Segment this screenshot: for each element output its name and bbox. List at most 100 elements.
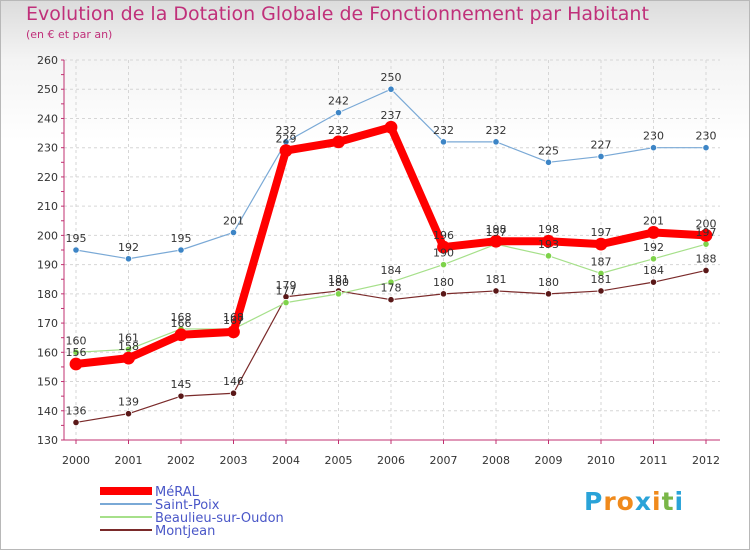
y-tick-label: 140: [37, 405, 58, 418]
logo-letter: x: [634, 487, 652, 516]
data-point-saint-poix: [544, 158, 553, 166]
data-point-saint-poix: [177, 246, 185, 254]
data-point-m-ral: [69, 357, 83, 371]
data-label-montjean: 179: [276, 279, 297, 292]
data-point-m-ral: [332, 135, 345, 149]
data-point-montjean: [492, 287, 500, 295]
data-point-saint-poix: [597, 152, 605, 161]
logo-letter: i: [674, 487, 685, 516]
y-tick-label: 160: [37, 346, 58, 359]
x-tick-label: 2003: [220, 454, 248, 467]
data-label-m-ral: 237: [381, 109, 402, 122]
series-lines: [69, 85, 713, 427]
data-label-montjean: 180: [433, 276, 454, 289]
data-label-m-ral: 167: [223, 314, 244, 327]
data-label-m-ral: 229: [276, 133, 297, 146]
logo-letter: r: [603, 487, 617, 516]
data-label-saint-poix: 192: [118, 241, 139, 254]
data-point-montjean: [177, 392, 185, 400]
data-point-saint-poix: [334, 109, 343, 117]
data-point-saint-poix: [702, 144, 710, 152]
data-label-beaulieu-sur-oudon: 180: [328, 276, 349, 289]
x-tick-label: 2010: [587, 454, 615, 467]
y-tick-label: 260: [37, 54, 58, 67]
data-point-m-ral: [437, 240, 450, 254]
proxiti-logo: Proxiti: [584, 487, 684, 516]
y-tick-label: 240: [37, 112, 58, 125]
data-label-saint-poix: 195: [171, 232, 192, 245]
data-label-montjean: 181: [486, 273, 507, 286]
legend-label-beaulieu-sur-oudon: Beaulieu-sur-Oudon: [155, 511, 284, 526]
data-label-m-ral: 198: [538, 223, 559, 236]
x-tick-label: 2006: [377, 454, 405, 467]
data-label-m-ral: 200: [696, 217, 717, 230]
data-label-beaulieu-sur-oudon: 168: [171, 311, 192, 324]
data-point-beaulieu-sur-oudon: [387, 278, 395, 286]
y-tick-label: 130: [37, 434, 58, 447]
data-point-saint-poix: [387, 85, 395, 93]
data-point-m-ral: [594, 237, 608, 251]
data-point-beaulieu-sur-oudon: [597, 269, 605, 277]
y-tick-label: 150: [37, 376, 58, 389]
axes: [61, 59, 720, 444]
data-label-saint-poix: 195: [66, 232, 87, 245]
data-label-saint-poix: 201: [223, 214, 244, 227]
data-point-beaulieu-sur-oudon: [334, 290, 343, 298]
data-label-saint-poix: 232: [276, 124, 297, 137]
data-label-beaulieu-sur-oudon: 197: [696, 226, 717, 239]
data-label-montjean: 146: [223, 375, 244, 388]
data-point-m-ral: [174, 328, 188, 342]
data-point-m-ral: [279, 144, 293, 158]
data-label-m-ral: 156: [66, 346, 87, 359]
data-label-saint-poix: 227: [591, 138, 612, 151]
data-point-montjean: [544, 290, 553, 298]
legend-label-montjean: Montjean: [155, 524, 215, 539]
x-tick-label: 2008: [482, 454, 510, 467]
data-label-beaulieu-sur-oudon: 184: [381, 264, 402, 277]
data-point-beaulieu-sur-oudon: [72, 348, 80, 356]
data-point-beaulieu-sur-oudon: [439, 261, 448, 269]
x-tick-label: 2002: [167, 454, 195, 467]
data-point-m-ral: [542, 234, 555, 248]
x-tick-label: 2011: [640, 454, 668, 467]
data-point-m-ral: [122, 351, 135, 365]
data-label-saint-poix: 230: [643, 130, 664, 143]
data-label-beaulieu-sur-oudon: 187: [591, 255, 612, 268]
y-tick-label: 190: [37, 259, 58, 272]
data-label-montjean: 180: [538, 276, 559, 289]
data-label-m-ral: 158: [118, 340, 139, 353]
data-point-saint-poix: [439, 138, 448, 146]
data-point-saint-poix: [492, 138, 500, 146]
data-point-montjean: [597, 287, 605, 295]
data-point-m-ral: [384, 120, 398, 134]
x-tick-label: 2007: [430, 454, 458, 467]
data-label-m-ral: 196: [433, 229, 454, 242]
x-tick-label: 2005: [325, 454, 353, 467]
chart-subtitle: (en € et par an): [26, 28, 113, 41]
data-label-saint-poix: 230: [696, 130, 717, 143]
data-point-beaulieu-sur-oudon: [544, 252, 553, 260]
logo-letter: t: [661, 487, 675, 516]
data-point-saint-poix: [649, 144, 658, 152]
tick-labels: 130 140 150 160 170 180 190 200 210 220 230 240 250 2…: [37, 54, 720, 467]
data-point-beaulieu-sur-oudon: [282, 299, 290, 307]
data-point-m-ral: [647, 226, 660, 239]
data-label-m-ral: 232: [328, 124, 349, 137]
data-point-montjean: [124, 410, 133, 418]
y-tick-label: 170: [37, 317, 58, 330]
data-label-saint-poix: 225: [538, 144, 559, 157]
data-label-beaulieu-sur-oudon: 197: [486, 226, 507, 239]
data-label-saint-poix: 232: [433, 124, 454, 137]
legend-label-saint-poix: Saint-Poix: [155, 498, 220, 513]
data-point-m-ral: [227, 325, 240, 339]
data-point-montjean: [229, 389, 238, 397]
data-label-beaulieu-sur-oudon: 160: [66, 334, 87, 347]
y-tick-label: 180: [37, 288, 58, 301]
data-point-m-ral: [489, 234, 503, 248]
data-label-m-ral: 201: [643, 214, 664, 227]
data-point-montjean: [649, 278, 658, 286]
x-tick-label: 2001: [115, 454, 143, 467]
